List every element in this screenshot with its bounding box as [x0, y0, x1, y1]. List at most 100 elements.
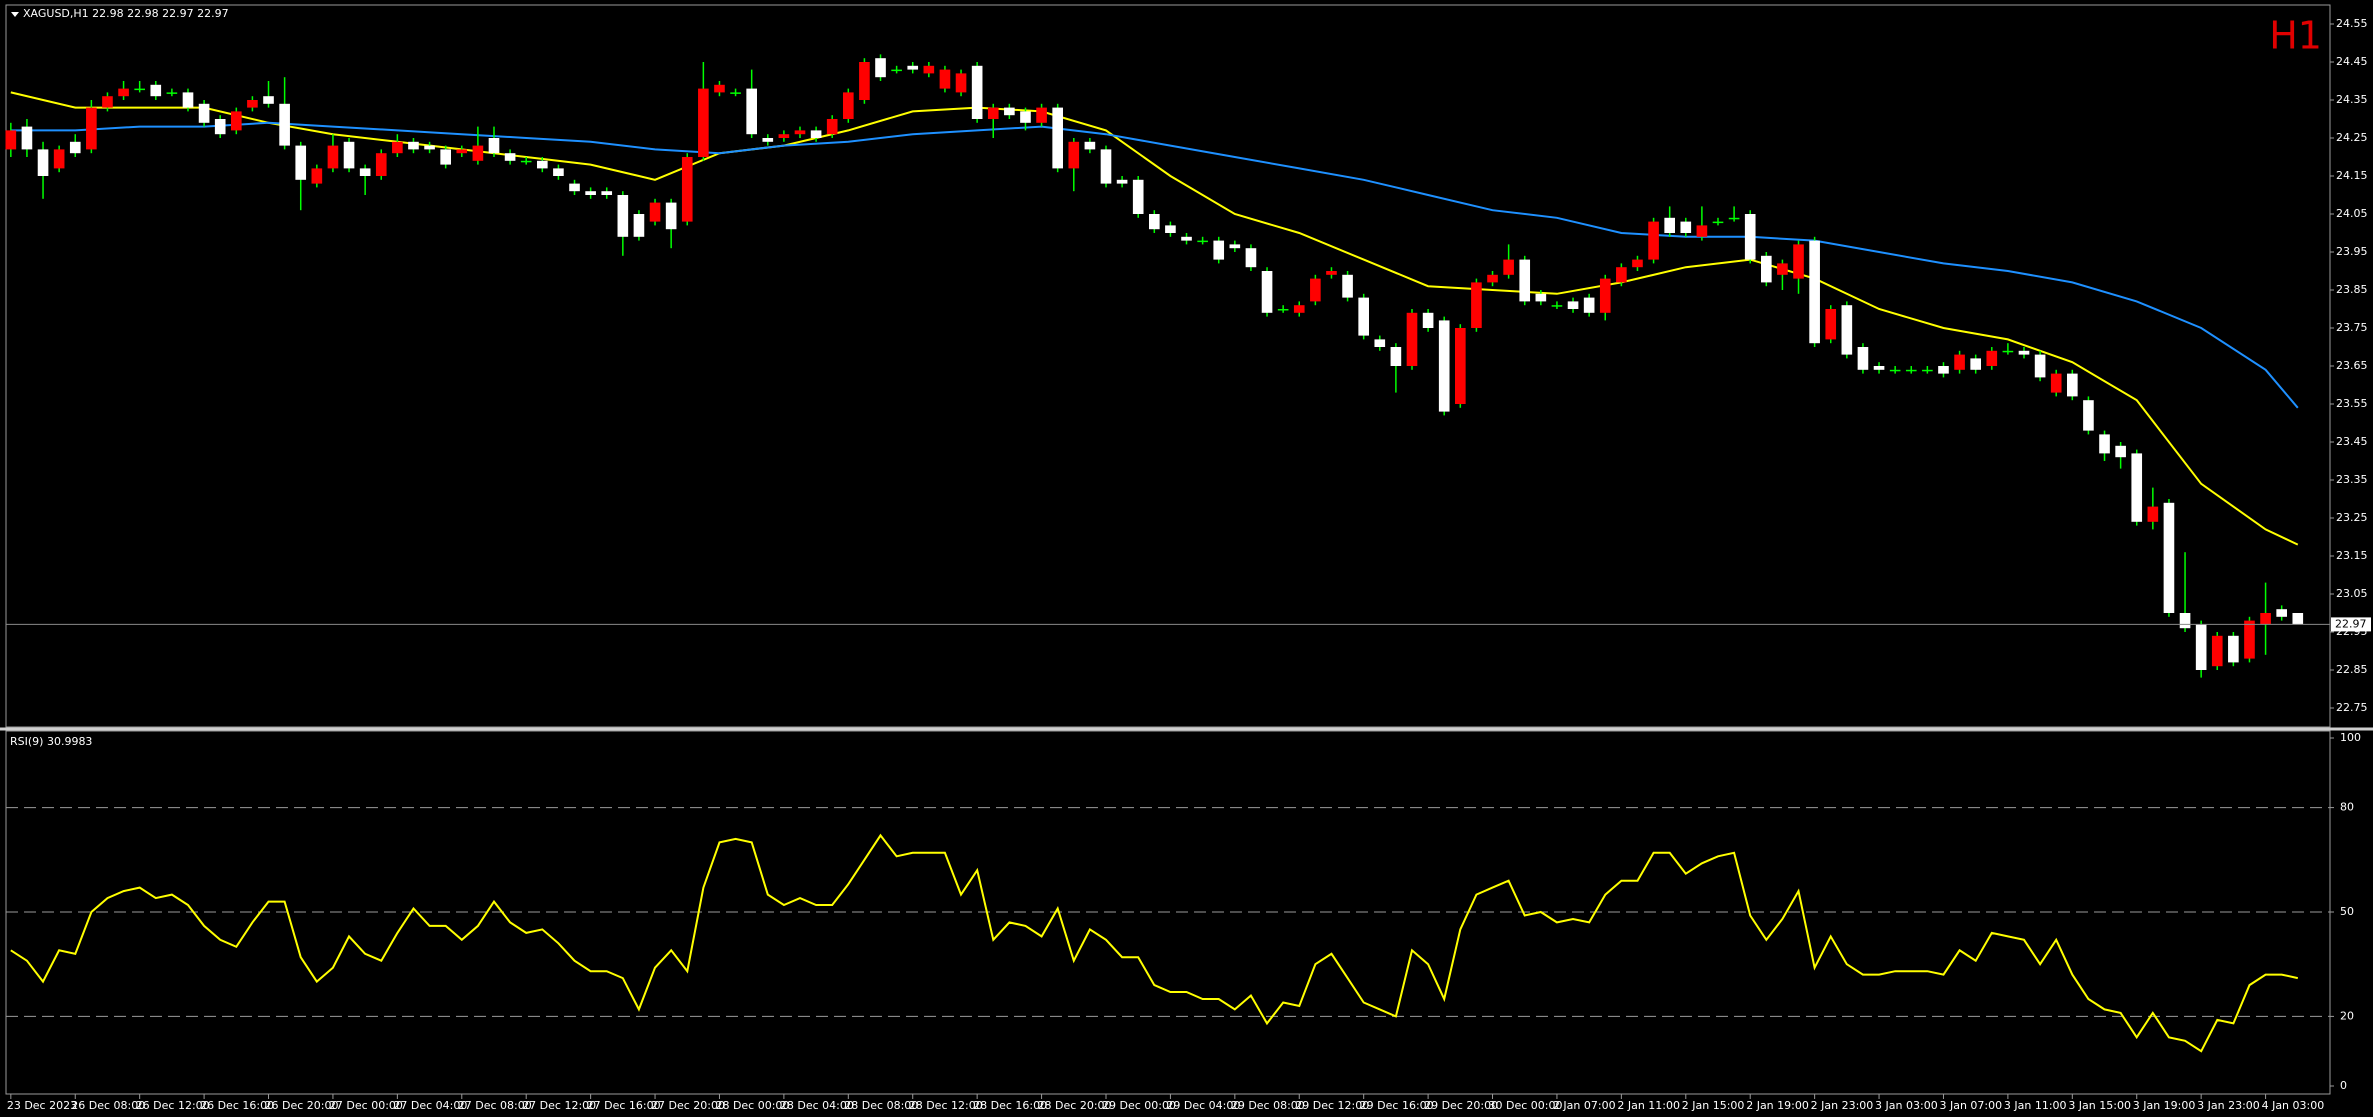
candle-body	[842, 92, 854, 119]
x-tick-label: 26 Dec 16:00	[200, 1099, 274, 1112]
candle-body	[343, 141, 355, 169]
candle-body	[2131, 453, 2143, 522]
candle-body	[1857, 347, 1869, 370]
candle-body	[1068, 141, 1080, 169]
candle-body	[1760, 255, 1772, 283]
y-tick-label: 24.25	[2336, 131, 2368, 144]
candle-body	[53, 149, 65, 169]
candle-body	[69, 141, 81, 154]
menu-triangle	[11, 12, 19, 17]
candle-body	[1116, 179, 1128, 184]
last-price-box	[2331, 617, 2371, 632]
x-tick-label: 2 Jan 19:00	[1746, 1099, 1809, 1112]
x-tick-label: 27 Dec 08:00	[458, 1099, 532, 1112]
candle-body	[279, 103, 290, 146]
candle-body	[1632, 259, 1643, 268]
x-tick-label: 3 Jan 19:00	[2133, 1099, 2196, 1112]
y-tick-label: 23.65	[2336, 359, 2368, 372]
candle-body	[2260, 613, 2271, 625]
candle-body	[392, 141, 403, 154]
y-tick-label: 22.75	[2336, 701, 2368, 714]
x-tick-label: 27 Dec 12:00	[522, 1099, 596, 1112]
candle-body	[1342, 274, 1353, 298]
candle-body	[1310, 278, 1321, 302]
candle-body	[923, 65, 935, 74]
candle-body	[2034, 354, 2046, 378]
candle-body	[295, 145, 307, 180]
candle-body	[1583, 297, 1595, 313]
candle-body	[311, 168, 323, 184]
candle-body	[263, 96, 274, 104]
candle-body	[698, 88, 709, 157]
y-tick-label: 24.05	[2336, 207, 2368, 220]
candle-body	[1728, 217, 1740, 220]
candle-body	[1970, 358, 1981, 370]
x-tick-label: 23 Dec 2023	[7, 1099, 77, 1112]
candle-body	[681, 157, 693, 222]
candle-body	[408, 141, 419, 150]
candle-body	[1084, 141, 1096, 150]
x-tick-label: 28 Dec 04:00	[780, 1099, 854, 1112]
x-tick-label: 29 Dec 20:00	[1424, 1099, 1498, 1112]
candle-body	[1148, 214, 1160, 230]
candle-body	[21, 126, 33, 150]
candle-body	[150, 84, 162, 97]
candle-body	[247, 100, 258, 108]
candle-body	[2115, 445, 2126, 458]
candle-body	[1181, 236, 1192, 241]
candle-body	[1841, 305, 1853, 355]
candle-body	[746, 88, 757, 135]
moving-average	[10, 121, 2299, 409]
candle-body	[2018, 350, 2030, 355]
candle-body	[2099, 434, 2110, 454]
candle-body	[1809, 240, 1820, 344]
y-tick-label: 23.95	[2336, 245, 2368, 258]
x-tick-label: 27 Dec 00:00	[329, 1099, 403, 1112]
y-tick-label: 23.35	[2336, 473, 2368, 486]
candle-body	[2276, 609, 2287, 617]
candle-body	[665, 202, 677, 230]
candle-body	[504, 153, 516, 161]
candle-body	[214, 119, 226, 135]
y-tick-label: 23.85	[2336, 283, 2368, 296]
candle-body	[1261, 271, 1273, 313]
candle-body	[891, 69, 902, 72]
candle-body	[1938, 366, 1949, 374]
candle-body	[1680, 221, 1692, 233]
candle-body	[1245, 248, 1257, 268]
candle-body	[1132, 179, 1144, 214]
candle-body	[1648, 221, 1659, 260]
candle-body	[5, 130, 17, 150]
candle-body	[907, 65, 919, 70]
candle-body	[198, 103, 210, 123]
candle-body	[1487, 274, 1498, 283]
candle-body	[1213, 240, 1225, 260]
candle-body	[1358, 297, 1369, 336]
candle-body	[794, 130, 806, 135]
candle-body	[1873, 366, 1885, 370]
candle-body	[826, 119, 838, 135]
candle-body	[37, 149, 49, 176]
candle-body	[2211, 635, 2223, 667]
candle-body	[1535, 293, 1547, 302]
candle-body	[1905, 369, 1917, 372]
y-tick-label: 24.15	[2336, 169, 2368, 182]
candle-body	[1519, 259, 1531, 302]
candle-body	[730, 92, 741, 94]
x-tick-label: 3 Jan 07:00	[1939, 1099, 2002, 1112]
x-tick-label: 3 Jan 11:00	[2004, 1099, 2067, 1112]
x-tick-label: 29 Dec 16:00	[1360, 1099, 1434, 1112]
x-tick-label: 28 Dec 00:00	[715, 1099, 789, 1112]
candle-body	[569, 183, 580, 192]
candle-body	[714, 84, 725, 93]
x-tick-label: 3 Jan 23:00	[2197, 1099, 2260, 1112]
candle-body	[2228, 635, 2239, 663]
candle-body	[971, 65, 983, 119]
y-tick-label: 23.45	[2336, 435, 2368, 448]
candle-body	[1036, 107, 1047, 123]
candle-body	[1777, 263, 1788, 275]
candle-body	[1922, 369, 1933, 372]
candle-body	[2050, 373, 2062, 393]
